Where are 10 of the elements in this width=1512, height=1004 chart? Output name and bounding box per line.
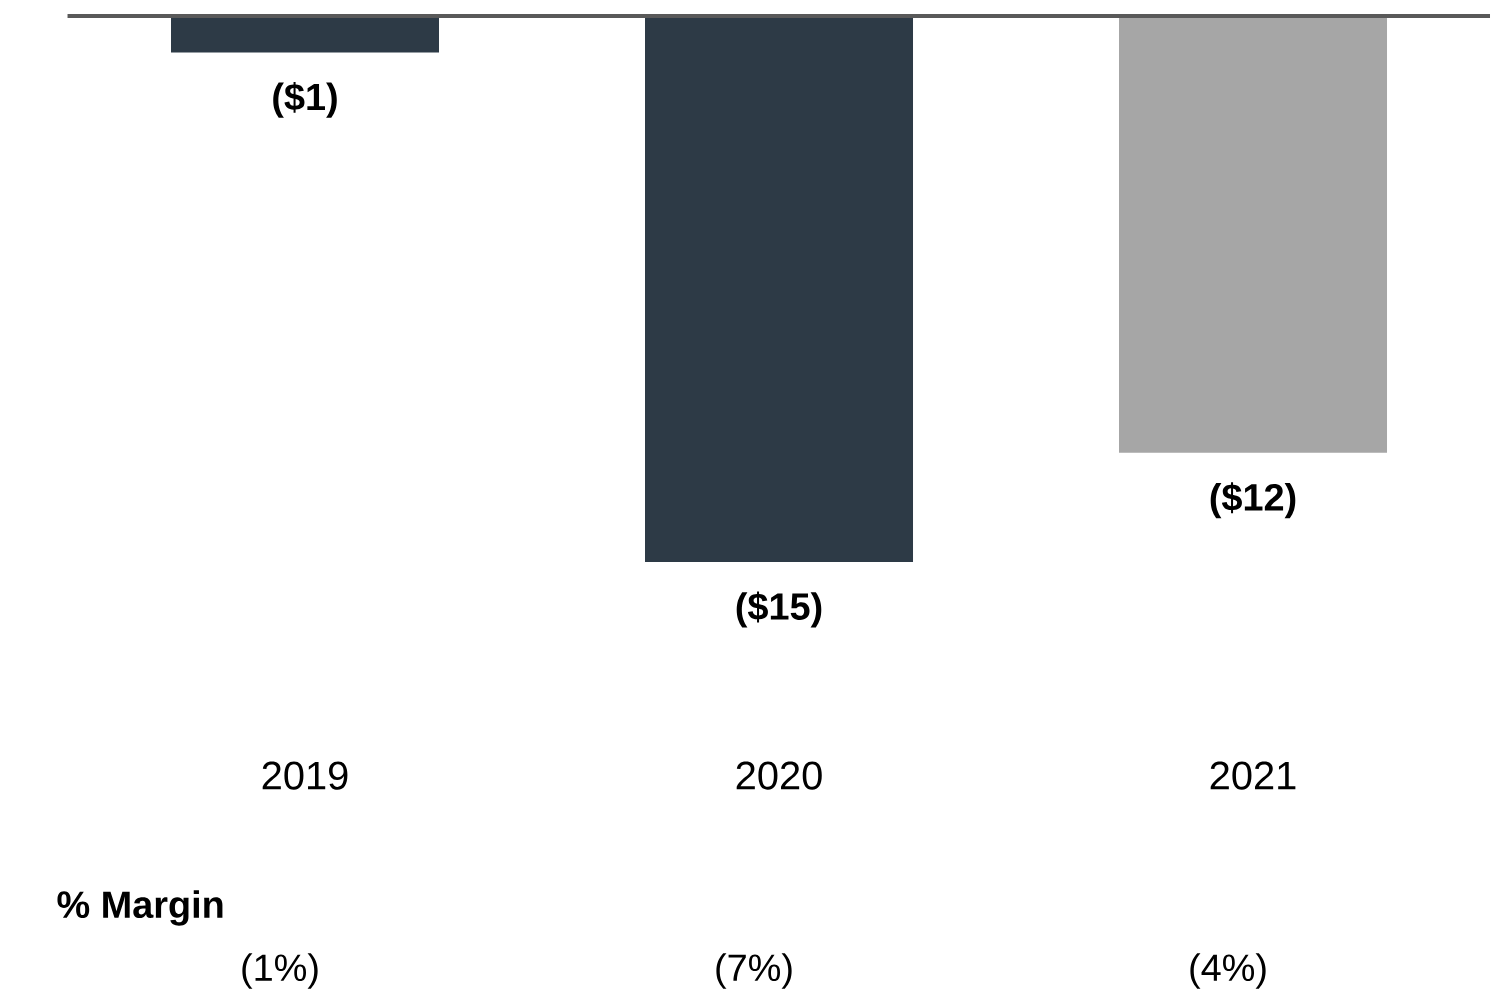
- text: (4%): [1190, 953, 1266, 989]
- text: (1%): [242, 953, 318, 989]
- text: (7%): [716, 953, 792, 989]
- data-label: ($1): [273, 81, 337, 118]
- x-tick-label: 2021: [1210, 761, 1296, 790]
- text: % Margin: [57, 890, 223, 926]
- data-label: ($15): [736, 591, 822, 628]
- data-label: ($12): [1210, 482, 1296, 519]
- x-tick-label: 2019: [262, 761, 348, 790]
- x-tick-label: 2020: [736, 761, 822, 790]
